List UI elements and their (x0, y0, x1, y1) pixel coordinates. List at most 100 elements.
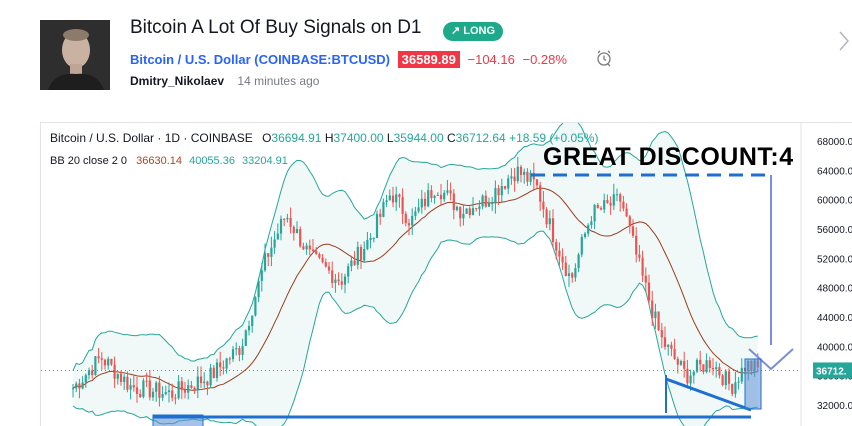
candle-body (731, 383, 734, 394)
price-tick-label: 56000.00 (817, 225, 852, 236)
candle-body (596, 204, 599, 208)
candle-body (395, 194, 398, 203)
candle-body (343, 276, 347, 285)
symbol-link[interactable]: Bitcoin / U.S. Dollar (COINBASE:BTCUSD) (130, 52, 391, 67)
candle-body (356, 246, 359, 265)
candle-body (439, 194, 443, 200)
candle-body (580, 236, 583, 255)
high-label: H (324, 131, 334, 145)
candle-body (587, 225, 590, 234)
candle-body (737, 381, 740, 383)
candle-body (241, 345, 244, 355)
close-label: C (446, 131, 456, 145)
candle-body (254, 297, 257, 316)
candle-body (110, 359, 113, 365)
candle-body (340, 281, 343, 285)
chart-container[interactable]: 68000.00 64000.00 60000.00 56000.00 52000.00… (40, 122, 852, 426)
candle-body (654, 311, 657, 319)
price-chart[interactable]: 68000.00 64000.00 60000.00 56000.00 52000.00… (41, 123, 852, 426)
candle-body (337, 279, 340, 282)
candle-body (683, 361, 686, 369)
candle-body (81, 382, 84, 389)
candle-body (379, 213, 382, 217)
candle-body (644, 275, 647, 283)
price-change-percent: −0.28% (522, 52, 567, 67)
candle-body (283, 218, 286, 220)
candle-body (465, 208, 468, 214)
author-avatar[interactable] (40, 20, 110, 90)
candle-body (475, 208, 478, 210)
candle-body (151, 391, 155, 398)
candle-body (91, 370, 94, 376)
candle-body (478, 206, 481, 210)
candle-body (327, 266, 331, 271)
chart-change: +18.59 (+0.05%) (509, 131, 599, 145)
candle-body (705, 360, 708, 373)
candle-body (542, 201, 545, 210)
candle-body (347, 266, 350, 277)
candle-body (433, 195, 436, 199)
candle-body (244, 330, 247, 346)
candle-body (196, 376, 199, 390)
candle-body (372, 238, 375, 240)
bollinger-bands (72, 123, 758, 426)
candle-body (126, 376, 129, 390)
candle-body (398, 194, 401, 198)
candle-body (94, 356, 97, 376)
candle-body (225, 358, 228, 369)
candle-body (353, 260, 356, 265)
candle-body (139, 393, 142, 397)
candle-body (279, 218, 283, 234)
candle-body (711, 368, 715, 370)
candle-body (510, 176, 513, 179)
candle-body (459, 206, 462, 219)
bb-fill (73, 123, 758, 426)
bb-lower-value: 33204.91 (242, 155, 288, 167)
candle-body (590, 221, 593, 226)
candle-body (263, 253, 267, 271)
candle-body (71, 388, 75, 390)
candle-body (318, 254, 321, 258)
candle-body (734, 382, 737, 394)
candle-body (158, 382, 161, 398)
candle-body (571, 273, 574, 278)
price-tick-label: 44000.00 (817, 313, 852, 324)
candle-body (494, 188, 497, 204)
candle-body (718, 367, 721, 376)
candle-body (385, 200, 388, 202)
candle-body (167, 390, 171, 393)
candle-body (215, 362, 219, 378)
candle-body (369, 238, 372, 240)
candle-body (308, 245, 311, 250)
candle-body (295, 229, 299, 234)
candle-body (219, 362, 222, 368)
candle-body (436, 194, 439, 196)
candle-body (427, 190, 430, 207)
author-name[interactable]: Dmitry_Nikolaev (130, 74, 225, 88)
candle-body (519, 166, 523, 175)
candle-body (423, 198, 427, 207)
candle-body (305, 245, 308, 250)
candle-body (123, 376, 126, 382)
candle-body (606, 200, 609, 203)
candle-body (555, 242, 558, 251)
candle-body (625, 208, 628, 217)
candle-body (270, 247, 273, 257)
candle-body (391, 195, 395, 203)
candle-body (324, 262, 327, 267)
bb-legend: BB 20 close 2 0 36630.14 40055.36 33204.… (50, 155, 288, 167)
price-tick-label: 64000.00 (817, 166, 852, 177)
candle-body (103, 359, 107, 366)
price-tick-label: 40000.00 (817, 342, 852, 353)
candle-body (526, 171, 529, 182)
candle-body (212, 367, 215, 378)
candle-body (673, 348, 676, 359)
candle-body (449, 190, 452, 194)
candle-body (411, 215, 414, 226)
candle-body (500, 186, 503, 196)
candle-body (388, 195, 391, 201)
candle-body (497, 188, 500, 196)
last-price-label-bg (813, 362, 852, 379)
candle-body (539, 185, 542, 202)
candle-body (315, 250, 318, 255)
